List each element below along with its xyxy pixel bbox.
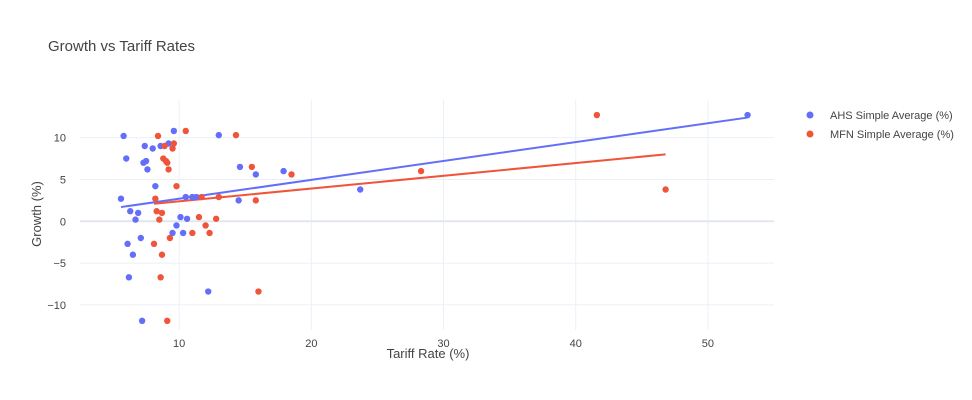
data-point[interactable] xyxy=(288,171,295,178)
data-point[interactable] xyxy=(173,182,180,190)
data-point[interactable] xyxy=(205,288,212,295)
data-point[interactable] xyxy=(132,216,139,223)
data-point[interactable] xyxy=(189,229,196,237)
trendline-2 xyxy=(120,116,748,209)
data-point[interactable] xyxy=(417,167,425,175)
data-point[interactable] xyxy=(280,167,287,175)
legend-marker xyxy=(806,130,814,138)
data-point[interactable] xyxy=(141,142,148,150)
y-tick-label: −5 xyxy=(53,258,66,270)
data-point[interactable] xyxy=(161,142,168,150)
data-point[interactable] xyxy=(120,132,127,140)
data-point[interactable] xyxy=(182,193,189,201)
data-point[interactable] xyxy=(134,209,142,217)
x-tick-label: 20 xyxy=(305,338,317,350)
legend-label: MFN Simple Average (%) xyxy=(830,129,954,141)
data-point[interactable] xyxy=(169,229,176,237)
data-point[interactable] xyxy=(125,274,133,281)
data-point[interactable] xyxy=(156,216,163,223)
series-0-points xyxy=(117,111,751,324)
data-point[interactable] xyxy=(252,171,260,178)
data-point[interactable] xyxy=(123,155,130,162)
y-axis-ticks: −10 −5 0 5 10 xyxy=(47,133,66,312)
data-point[interactable] xyxy=(170,127,178,135)
data-point[interactable] xyxy=(158,209,166,217)
y-tick-label: 10 xyxy=(54,133,66,145)
data-point[interactable] xyxy=(142,157,150,165)
data-point[interactable] xyxy=(129,251,137,258)
data-point[interactable] xyxy=(127,208,134,215)
plot-traces xyxy=(117,111,751,324)
data-point[interactable] xyxy=(248,163,256,171)
data-point[interactable] xyxy=(153,208,160,215)
data-point[interactable] xyxy=(152,182,159,190)
data-point[interactable] xyxy=(149,145,156,152)
data-point[interactable] xyxy=(182,127,189,135)
data-point[interactable] xyxy=(236,163,244,171)
y-tick-label: 0 xyxy=(60,216,66,228)
data-point[interactable] xyxy=(165,166,172,173)
x-tick-label: 10 xyxy=(173,338,185,350)
data-point[interactable] xyxy=(170,140,178,147)
data-point[interactable] xyxy=(152,195,159,202)
x-tick-label: 50 xyxy=(702,338,714,350)
legend-marker xyxy=(806,111,814,119)
data-point[interactable] xyxy=(215,193,222,201)
legend[interactable]: AHS Simple Average (%) MFN Simple Average… xyxy=(806,110,954,141)
data-point[interactable] xyxy=(232,131,240,139)
data-point[interactable] xyxy=(179,229,187,237)
x-tick-label: 30 xyxy=(437,338,449,350)
data-point[interactable] xyxy=(206,229,213,237)
y-tick-label: −10 xyxy=(47,300,66,312)
series-1-points xyxy=(150,111,669,324)
x-tick-label: 40 xyxy=(570,338,582,350)
data-point[interactable] xyxy=(150,240,158,248)
data-point[interactable] xyxy=(198,193,205,201)
data-point[interactable] xyxy=(215,131,222,139)
data-point[interactable] xyxy=(177,213,184,221)
data-point[interactable] xyxy=(183,215,191,222)
data-point[interactable] xyxy=(202,222,209,229)
data-point[interactable] xyxy=(164,159,171,166)
legend-item-0[interactable]: AHS Simple Average (%) xyxy=(806,110,953,122)
data-point[interactable] xyxy=(662,186,669,193)
data-point[interactable] xyxy=(154,132,162,140)
x-axis-ticks: 10 20 30 40 50 xyxy=(173,338,714,350)
x-axis-label: Tariff Rate (%) xyxy=(387,346,470,361)
legend-item-1[interactable]: MFN Simple Average (%) xyxy=(806,129,954,141)
legend-label: AHS Simple Average (%) xyxy=(830,110,953,122)
data-point[interactable] xyxy=(157,274,164,281)
data-point[interactable] xyxy=(744,111,751,119)
y-axis-label: Growth (%) xyxy=(29,181,44,247)
chart-title: Growth vs Tariff Rates xyxy=(48,38,195,55)
y-tick-label: 5 xyxy=(60,174,66,186)
trendline-3 xyxy=(153,153,666,205)
data-point[interactable] xyxy=(255,288,262,295)
grid xyxy=(80,100,774,330)
data-point[interactable] xyxy=(173,222,180,229)
data-point[interactable] xyxy=(235,197,242,204)
data-point[interactable] xyxy=(138,317,146,324)
data-point[interactable] xyxy=(117,195,125,202)
data-point[interactable] xyxy=(164,317,171,324)
data-point[interactable] xyxy=(124,240,131,248)
data-point[interactable] xyxy=(195,213,203,221)
data-point[interactable] xyxy=(212,215,220,222)
data-point[interactable] xyxy=(357,186,364,193)
data-point[interactable] xyxy=(252,197,260,204)
data-point[interactable] xyxy=(137,234,145,242)
data-point[interactable] xyxy=(593,111,601,119)
data-point[interactable] xyxy=(169,145,176,152)
data-point[interactable] xyxy=(144,166,151,173)
data-point[interactable] xyxy=(158,251,166,258)
data-point[interactable] xyxy=(193,193,200,201)
data-point[interactable] xyxy=(166,234,174,242)
